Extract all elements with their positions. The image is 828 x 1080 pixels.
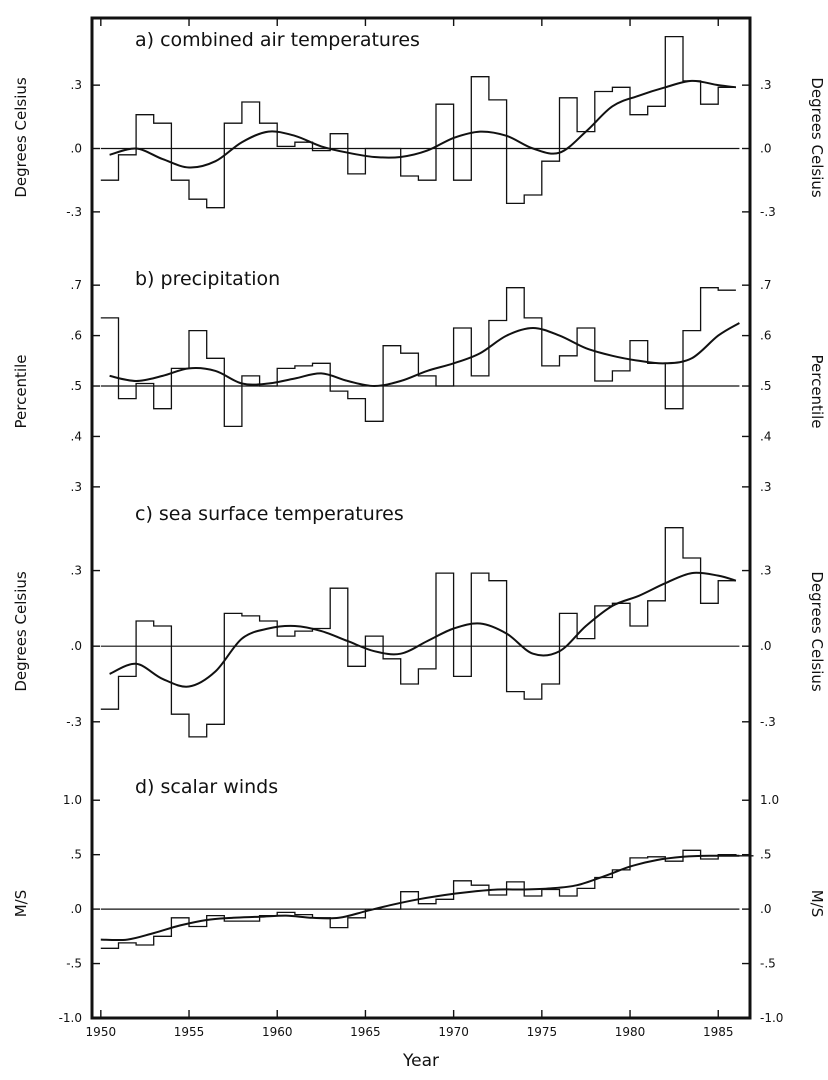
annual-step-series [100,849,754,949]
x-tick-label: 1980 [615,1025,646,1039]
x-tick-label: 1950 [86,1025,117,1039]
y-tick-label-left: .5 [71,848,82,862]
y-tick-label-right: -.3 [760,715,776,729]
annual-step-series [100,527,736,738]
y-tick-label-right: .5 [760,848,771,862]
y-tick-label-left: .3 [71,564,82,578]
panel-b: b) precipitation .7 .7 .6 .6 .5 .5 .4 .4 .3 .3 Perc… [12,268,826,494]
x-axis: 1950 1955 1960 1965 1970 1975 1980 1985 [86,18,734,1039]
y-tick-label-right: .7 [760,278,771,292]
y-tick-label-right: -.3 [760,205,776,219]
y-axis-label-left: Percentile [12,354,30,428]
y-tick-label-right: .0 [760,639,771,653]
y-tick-label-right: .6 [760,329,771,343]
x-tick-label: 1975 [527,1025,558,1039]
y-tick-label-right: .5 [760,379,771,393]
annual-step-series [100,287,736,428]
y-axis-label-right: Degrees Celsius [808,77,826,198]
panel-title: d) scalar winds [135,776,278,798]
y-tick-label-right: .3 [760,78,771,92]
y-axis-label-right: Degrees Celsius [808,571,826,692]
y-tick-label-left: .7 [71,278,82,292]
y-tick-label-right: .4 [760,429,771,443]
annual-step-series [100,35,736,209]
y-axis-label-left: M/S [12,890,30,918]
x-tick-label: 1965 [350,1025,381,1039]
y-tick-label-left: .0 [71,902,82,916]
y-tick-label-right: -.5 [760,957,776,971]
y-tick-label-left: -.3 [66,715,82,729]
y-tick-label-right: -1.0 [760,1011,783,1025]
panel-title: b) precipitation [135,268,280,290]
y-axis-label-left: Degrees Celsius [12,77,30,198]
smoothed-curve [109,571,737,688]
y-axis-label-left: Degrees Celsius [12,571,30,692]
y-tick-label-right: .0 [760,142,771,156]
y-tick-label-left: -.3 [66,205,82,219]
y-tick-label-left: -.5 [66,957,82,971]
y-tick-label-right: .3 [760,564,771,578]
y-axis-label-right: Percentile [808,354,826,428]
y-tick-label-right: 1.0 [760,793,779,807]
y-tick-label-right: .3 [760,480,771,494]
y-tick-label-left: -1.0 [59,1011,82,1025]
y-tick-label-left: .3 [71,480,82,494]
y-tick-label-left: .0 [71,639,82,653]
panel-title: a) combined air temperatures [135,29,420,51]
y-axis-label-right: M/S [808,890,826,918]
plot-frame [90,16,752,1020]
x-axis-label: Year [402,1051,439,1071]
y-tick-label-left: 1.0 [63,793,82,807]
y-tick-label-left: .3 [71,78,82,92]
x-tick-label: 1970 [438,1025,469,1039]
x-tick-label: 1960 [262,1025,293,1039]
panel-c: c) sea surface temperatures .3 .3 .0 .0 -.3 -.… [12,503,826,738]
y-tick-label-left: .6 [71,329,82,343]
y-tick-label-left: .4 [71,429,82,443]
x-tick-label: 1985 [703,1025,734,1039]
y-tick-label-left: .0 [71,142,82,156]
smoothed-curve [109,79,737,169]
smoothed-curve [109,322,740,388]
x-tick-label: 1955 [174,1025,205,1039]
panel-d: d) scalar winds 1.0 1.0 .5 .5 .0 .0 -.5 -.5 -1.0 -… [12,776,826,1025]
y-tick-label-right: .0 [760,902,771,916]
panel-a: a) combined air temperatures .3 .3 .0 .0 -.3 -… [12,29,826,219]
y-tick-label-left: .5 [71,379,82,393]
panel-title: c) sea surface temperatures [135,503,404,525]
smoothed-curve [100,854,740,942]
panels-layer: a) combined air temperatures .3 .3 .0 .0 -.3 -… [12,29,826,1025]
